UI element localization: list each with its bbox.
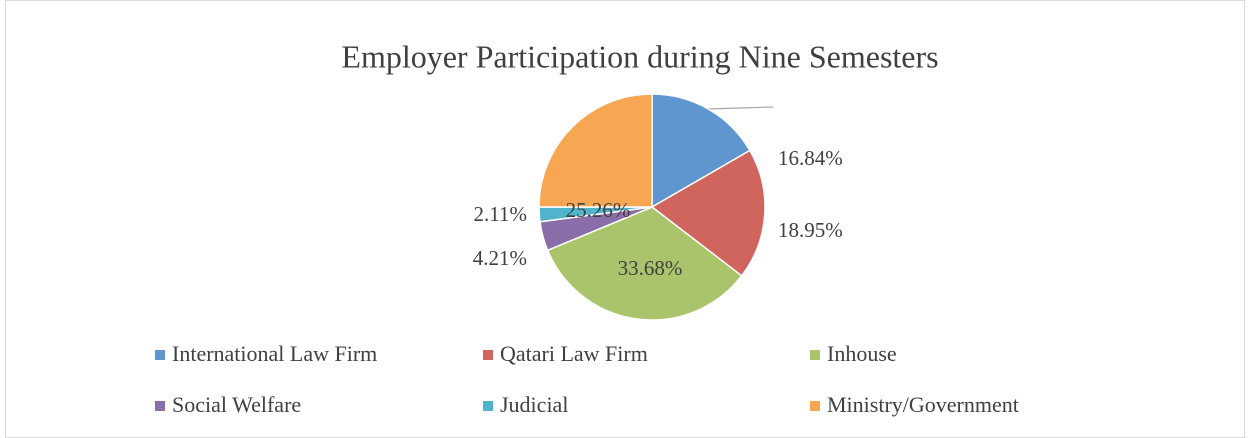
legend-label: Qatari Law Firm xyxy=(500,341,648,366)
data-label: 16.84% xyxy=(778,146,843,170)
pie-slice xyxy=(546,206,743,321)
legend-swatch xyxy=(155,350,165,360)
legend-label: Inhouse xyxy=(827,341,897,366)
legend-label: Ministry/Government xyxy=(827,392,1019,417)
legend-swatch xyxy=(483,350,493,360)
legend-swatch xyxy=(483,401,493,411)
data-label: 2.11% xyxy=(474,202,527,226)
pie-slice xyxy=(538,93,653,208)
data-label: 33.68% xyxy=(618,256,683,280)
legend-swatch xyxy=(810,350,820,360)
leader-line xyxy=(705,106,774,110)
legend-swatch xyxy=(810,401,820,411)
data-label: 18.95% xyxy=(778,218,843,242)
legend-label: Social Welfare xyxy=(172,392,301,417)
pie-slice xyxy=(651,93,751,209)
legend-label: Judicial xyxy=(500,392,568,417)
legend-label: International Law Firm xyxy=(172,341,377,366)
pie-slice xyxy=(650,149,766,277)
data-label: 4.21% xyxy=(473,246,527,270)
legend-swatch xyxy=(155,401,165,411)
data-label: 25.26% xyxy=(566,198,631,222)
chart-title: Employer Participation during Nine Semes… xyxy=(341,38,938,74)
